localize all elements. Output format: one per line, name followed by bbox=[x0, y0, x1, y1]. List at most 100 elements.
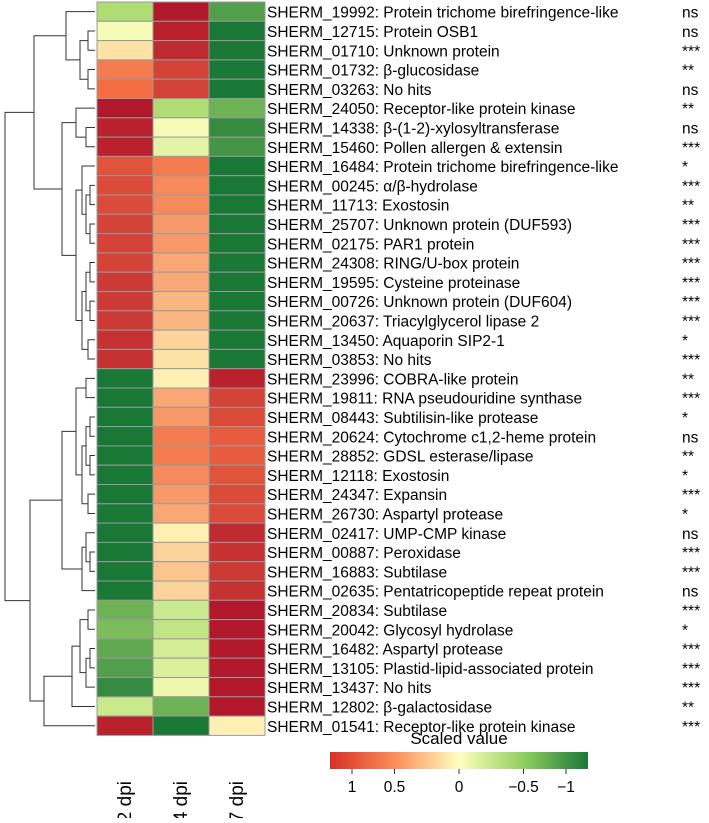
heatmap-cell bbox=[152, 213, 210, 235]
row-label: SHERM_13437: No hits bbox=[267, 680, 432, 697]
row-label: SHERM_16482: Aspartyl protease bbox=[267, 642, 503, 659]
dendrogram-branch bbox=[89, 416, 95, 437]
heatmap-cell bbox=[96, 40, 154, 61]
row-label: SHERM_20637: Triacylglycerol lipase 2 bbox=[267, 313, 539, 330]
heatmap-cell bbox=[152, 136, 210, 157]
heatmap-cell bbox=[152, 464, 210, 486]
heatmap-cell bbox=[96, 677, 154, 698]
dendrogram-branch bbox=[87, 69, 95, 90]
heatmap-cell bbox=[208, 580, 266, 601]
heatmap-cell bbox=[152, 715, 210, 736]
heatmap-cell bbox=[96, 387, 154, 408]
heatmap-cell bbox=[152, 155, 210, 177]
dendrogram-branch bbox=[75, 387, 86, 476]
dendrogram-branch bbox=[4, 111, 34, 602]
heatmap-cell bbox=[208, 40, 266, 61]
significance-label: ns bbox=[682, 82, 699, 99]
heatmap-cell bbox=[152, 541, 210, 563]
significance-label: ns bbox=[682, 526, 699, 543]
heatmap-cell bbox=[208, 387, 266, 408]
heatmap-cell bbox=[208, 619, 266, 640]
row-dendrogram bbox=[4, 11, 95, 727]
heatmap-cell bbox=[96, 426, 154, 447]
row-label: SHERM_28852: GDSL esterase/lipase bbox=[267, 449, 534, 466]
row-label: SHERM_14338: β-(1-2)-xylosyltransferase bbox=[267, 120, 559, 137]
heatmap-cell bbox=[96, 696, 154, 717]
heatmap-cell bbox=[152, 387, 210, 408]
heatmap-cell bbox=[152, 78, 210, 99]
dendrogram-branch bbox=[89, 223, 95, 244]
significance-label: * bbox=[682, 506, 688, 523]
heatmap-cell bbox=[208, 291, 266, 312]
heatmap-cell bbox=[152, 348, 210, 370]
significance-label: * bbox=[682, 159, 688, 176]
significance-label: *** bbox=[682, 564, 700, 581]
heatmap-cell bbox=[96, 599, 154, 621]
row-label: SHERM_13105: Plastid-lipid-associated pr… bbox=[267, 661, 594, 678]
dendrogram-branch bbox=[81, 165, 95, 215]
heatmap-cell bbox=[208, 194, 266, 215]
significance-label: ns bbox=[682, 120, 699, 137]
heatmap-cell bbox=[208, 677, 266, 698]
heatmap-cell bbox=[208, 59, 266, 80]
heatmap-cell bbox=[208, 98, 266, 119]
dendrogram-branch bbox=[85, 271, 90, 312]
significance-label: *** bbox=[682, 294, 700, 311]
dendrogram-branch bbox=[89, 262, 95, 283]
significance-label: ns bbox=[682, 429, 699, 446]
row-label: SHERM_00245: α/β-hydrolase bbox=[267, 178, 478, 195]
dendrogram-branch bbox=[85, 377, 95, 399]
heatmap-cell bbox=[152, 561, 210, 582]
heatmap-cell bbox=[96, 329, 154, 350]
heatmap-cell bbox=[96, 638, 154, 659]
heatmap-cell bbox=[208, 20, 266, 42]
heatmap-cell bbox=[96, 541, 154, 563]
column-labels: 2 dpi 4 dpi 7 dpi bbox=[115, 781, 248, 822]
dendrogram-branch bbox=[89, 455, 95, 476]
heatmap-cell bbox=[96, 657, 154, 679]
row-label: SHERM_16883: Subtilase bbox=[267, 564, 447, 581]
row-label: SHERM_01710: Unknown protein bbox=[267, 43, 500, 60]
dendrogram-branch bbox=[85, 194, 90, 235]
dendrogram-branch bbox=[81, 445, 88, 505]
significance-label: *** bbox=[682, 178, 700, 195]
heatmap-cell bbox=[96, 291, 154, 312]
heatmap-cell bbox=[96, 522, 154, 543]
heatmap-cell bbox=[208, 78, 266, 99]
heatmap-cell bbox=[152, 406, 210, 428]
row-label: SHERM_02417: UMP-CMP kinase bbox=[267, 526, 506, 543]
significance-label: ns bbox=[682, 5, 699, 22]
heatmap-cell bbox=[152, 599, 210, 621]
significance-label: *** bbox=[682, 391, 700, 408]
heatmap-cell bbox=[96, 406, 154, 428]
significance-label: ** bbox=[682, 198, 694, 215]
heatmap-cell bbox=[96, 98, 154, 119]
heatmap-cell bbox=[96, 271, 154, 293]
heatmap-cell bbox=[96, 445, 154, 466]
heatmap-cell bbox=[152, 426, 210, 447]
heatmap-cell bbox=[96, 368, 154, 389]
heatmap-cell bbox=[152, 619, 210, 640]
significance-label: *** bbox=[682, 661, 700, 678]
heatmap-cells bbox=[96, 1, 266, 736]
heatmap-cell bbox=[152, 310, 210, 331]
heatmap-cell bbox=[152, 252, 210, 273]
significance-label: * bbox=[682, 468, 688, 485]
row-label: SHERM_19595: Cysteine proteinase bbox=[267, 275, 520, 292]
row-label: SHERM_03853: No hits bbox=[267, 352, 432, 369]
significance-label: *** bbox=[682, 236, 700, 253]
legend-tick-label: 0 bbox=[455, 779, 464, 796]
legend-title: Scaled value bbox=[410, 729, 507, 748]
dendrogram-branch bbox=[43, 675, 95, 727]
significance-label: ** bbox=[682, 101, 694, 118]
row-label: SHERM_12715: Protein OSB1 bbox=[267, 24, 478, 41]
heatmap-cell bbox=[208, 175, 266, 196]
dendrogram-branch bbox=[71, 645, 95, 707]
significance-label: * bbox=[682, 622, 688, 639]
heatmap-cell bbox=[208, 696, 266, 717]
heatmap-cell bbox=[96, 59, 154, 80]
dendrogram-branch bbox=[33, 35, 66, 190]
heatmap-cell bbox=[208, 426, 266, 447]
heatmap-cell bbox=[152, 117, 210, 138]
